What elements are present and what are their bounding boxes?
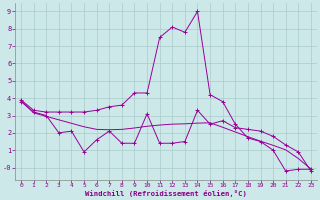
- X-axis label: Windchill (Refroidissement éolien,°C): Windchill (Refroidissement éolien,°C): [85, 190, 247, 197]
